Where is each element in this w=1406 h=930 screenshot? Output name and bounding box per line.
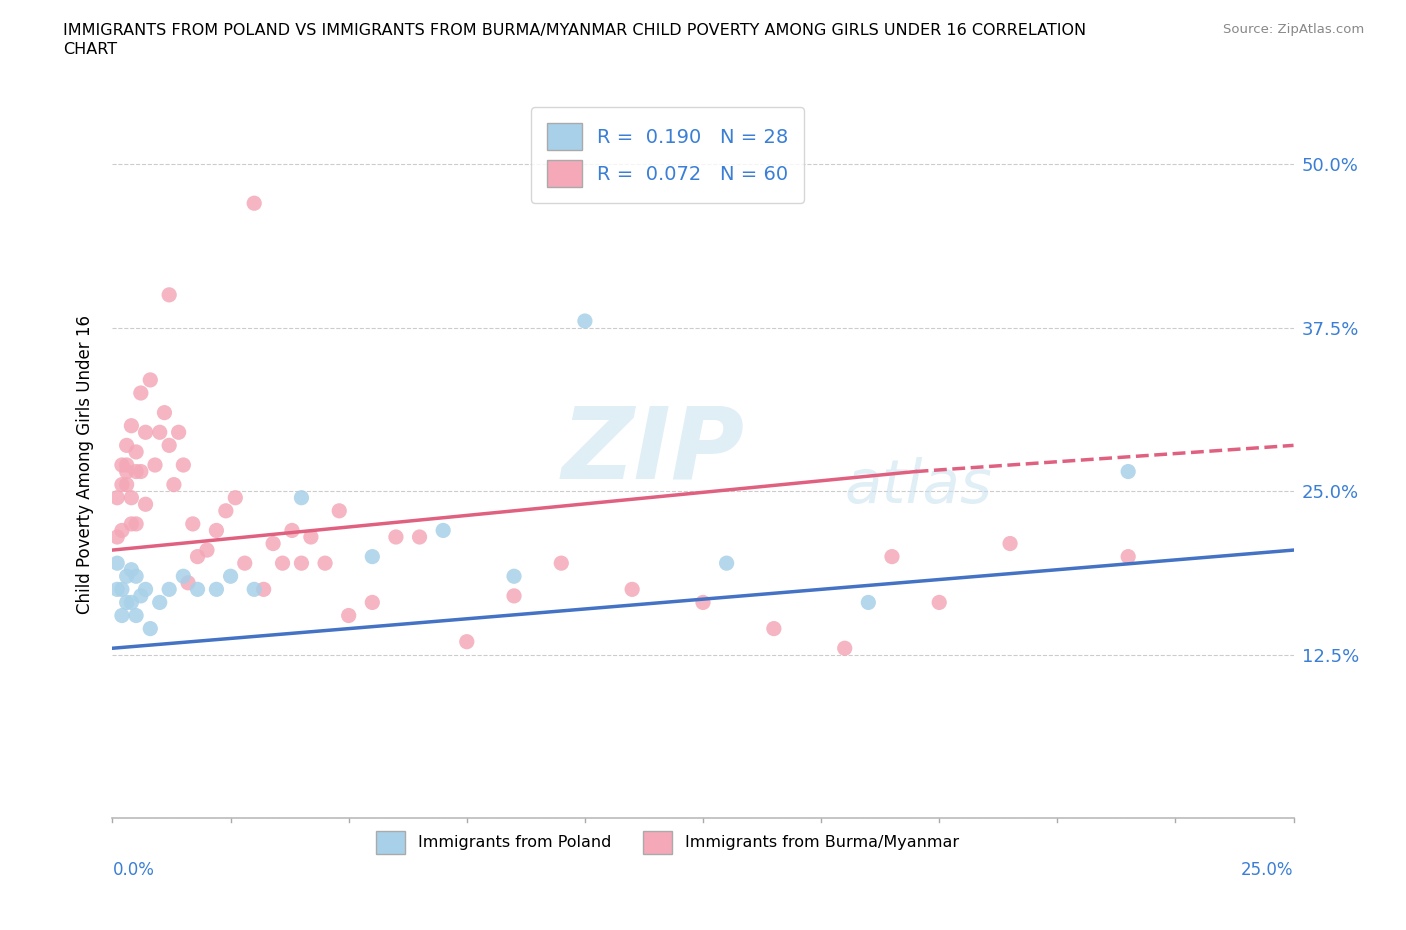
Point <box>1116 464 1139 479</box>
Point <box>172 569 194 584</box>
Point <box>243 196 266 211</box>
Point <box>143 458 166 472</box>
Text: 25.0%: 25.0% <box>1241 861 1294 879</box>
Point <box>157 582 180 597</box>
Point <box>337 608 360 623</box>
Point <box>205 523 228 538</box>
Point <box>271 556 294 571</box>
Point <box>105 529 128 544</box>
Point <box>125 516 148 531</box>
Point <box>281 523 304 538</box>
Point <box>115 595 138 610</box>
Point <box>153 405 176 420</box>
Point <box>233 556 256 571</box>
Point <box>120 418 142 433</box>
Point <box>115 438 138 453</box>
Point <box>928 595 950 610</box>
Point <box>149 425 172 440</box>
Point <box>314 556 336 571</box>
Point <box>135 582 157 597</box>
Text: ZIP: ZIP <box>561 403 744 499</box>
Point <box>503 589 526 604</box>
Point <box>111 523 134 538</box>
Point <box>253 582 276 597</box>
Point <box>361 550 384 565</box>
Point <box>111 458 134 472</box>
Point <box>299 529 322 544</box>
Point <box>262 536 284 551</box>
Point <box>129 589 152 604</box>
Point <box>177 576 200 591</box>
Text: Source: ZipAtlas.com: Source: ZipAtlas.com <box>1223 23 1364 36</box>
Point <box>135 425 157 440</box>
Text: CHART: CHART <box>63 42 117 57</box>
Point <box>115 464 138 479</box>
Point <box>880 550 903 565</box>
Point <box>716 556 738 571</box>
Point <box>408 529 430 544</box>
Point <box>157 287 180 302</box>
Point <box>503 569 526 584</box>
Point <box>120 490 142 505</box>
Point <box>129 464 152 479</box>
Text: atlas: atlas <box>845 457 993 516</box>
Point <box>1116 550 1139 565</box>
Point <box>120 595 142 610</box>
Point <box>361 595 384 610</box>
Point <box>111 582 134 597</box>
Text: IMMIGRANTS FROM POLAND VS IMMIGRANTS FROM BURMA/MYANMAR CHILD POVERTY AMONG GIRL: IMMIGRANTS FROM POLAND VS IMMIGRANTS FRO… <box>63 23 1087 38</box>
Point <box>125 464 148 479</box>
Point <box>186 550 208 565</box>
Point <box>125 608 148 623</box>
Legend: Immigrants from Poland, Immigrants from Burma/Myanmar: Immigrants from Poland, Immigrants from … <box>370 825 965 860</box>
Point <box>115 458 138 472</box>
Point <box>115 477 138 492</box>
Point <box>432 523 454 538</box>
Point <box>290 490 312 505</box>
Point <box>105 556 128 571</box>
Point <box>120 563 142 578</box>
Point <box>195 542 218 557</box>
Point <box>129 386 152 401</box>
Point <box>139 621 162 636</box>
Point <box>762 621 785 636</box>
Point <box>692 595 714 610</box>
Point <box>290 556 312 571</box>
Point <box>111 477 134 492</box>
Point <box>105 490 128 505</box>
Point <box>105 582 128 597</box>
Point <box>205 582 228 597</box>
Text: 0.0%: 0.0% <box>112 861 155 879</box>
Point <box>224 490 246 505</box>
Point <box>125 569 148 584</box>
Point <box>998 536 1021 551</box>
Point <box>574 313 596 328</box>
Point <box>111 608 134 623</box>
Point <box>135 497 157 512</box>
Point <box>328 503 350 518</box>
Y-axis label: Child Poverty Among Girls Under 16: Child Poverty Among Girls Under 16 <box>76 315 94 615</box>
Point <box>167 425 190 440</box>
Point <box>550 556 572 571</box>
Point <box>139 373 162 388</box>
Point <box>157 438 180 453</box>
Point <box>149 595 172 610</box>
Point <box>120 516 142 531</box>
Point <box>115 569 138 584</box>
Point <box>385 529 408 544</box>
Point <box>834 641 856 656</box>
Point <box>163 477 186 492</box>
Point <box>219 569 242 584</box>
Point <box>125 445 148 459</box>
Point <box>456 634 478 649</box>
Point <box>186 582 208 597</box>
Point <box>858 595 880 610</box>
Point <box>243 582 266 597</box>
Point <box>215 503 238 518</box>
Point <box>172 458 194 472</box>
Point <box>621 582 644 597</box>
Point <box>181 516 204 531</box>
